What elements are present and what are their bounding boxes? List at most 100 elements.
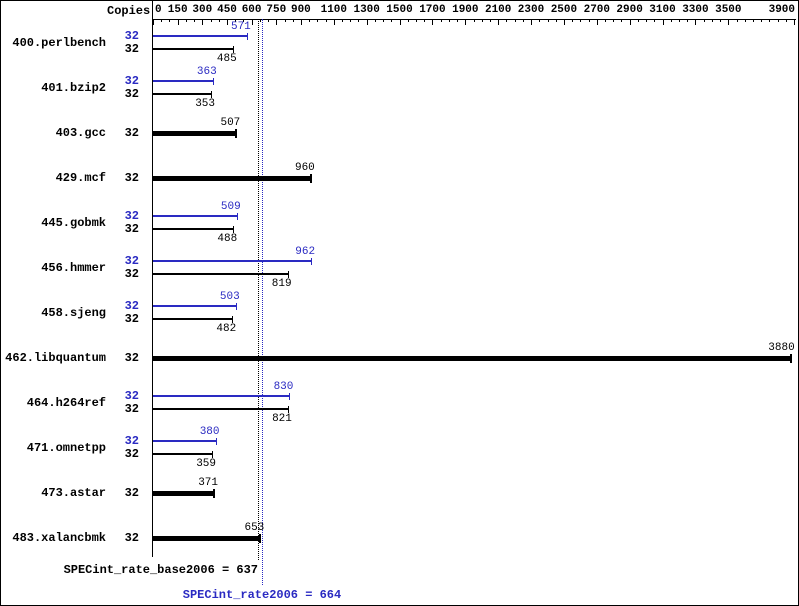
axis-minor-tick xyxy=(621,19,623,22)
axis-minor-tick xyxy=(613,19,615,22)
axis-minor-tick xyxy=(235,19,237,22)
bar-base xyxy=(153,453,212,455)
axis-minor-tick xyxy=(769,19,771,22)
value-label-peak: 509 xyxy=(220,201,241,213)
axis-minor-tick xyxy=(391,19,393,22)
axis-major-tick xyxy=(202,19,204,25)
axis-minor-tick xyxy=(194,19,196,22)
axis-minor-tick xyxy=(687,19,689,22)
copies-value: 32 xyxy=(124,87,139,101)
benchmark-label: 445.gobmk xyxy=(41,216,106,230)
value-label-peak: 571 xyxy=(230,21,251,33)
axis-minor-tick xyxy=(284,19,286,22)
axis-minor-tick xyxy=(259,19,261,22)
value-label-base: 819 xyxy=(271,278,292,290)
axis-minor-tick xyxy=(185,19,187,22)
benchmark-label: 473.astar xyxy=(41,486,106,500)
axis-minor-tick xyxy=(522,19,524,22)
axis-minor-tick xyxy=(243,19,245,22)
value-label-peak: 380 xyxy=(199,426,220,438)
bar-base-endcap xyxy=(232,316,234,323)
axis-minor-tick xyxy=(506,19,508,22)
bar-base xyxy=(153,228,234,230)
axis-minor-tick xyxy=(489,19,491,22)
axis-minor-tick xyxy=(711,19,713,22)
benchmark-label: 471.omnetpp xyxy=(26,441,106,455)
axis-minor-tick xyxy=(646,19,648,22)
base-summary: SPECint_rate_base2006 = 637 xyxy=(63,563,258,577)
copies-value: 32 xyxy=(124,171,139,185)
reference-line-peak xyxy=(262,19,264,585)
copies-value-peak: 32 xyxy=(124,299,139,313)
axis-minor-tick xyxy=(514,19,516,22)
axis-major-tick xyxy=(251,19,253,25)
axis-tick-label: 750 xyxy=(266,4,287,16)
copies-value: 32 xyxy=(124,42,139,56)
axis-minor-tick xyxy=(654,19,656,22)
axis-minor-tick xyxy=(210,19,212,22)
axis-major-tick xyxy=(596,19,598,25)
axis-minor-tick xyxy=(218,19,220,22)
bar-peak xyxy=(153,260,312,262)
bar-peak xyxy=(153,80,213,82)
copies-value: 32 xyxy=(124,402,139,416)
bar-peak xyxy=(153,35,247,37)
axis-tick-label: 1700 xyxy=(419,4,446,16)
axis-tick-label: 3100 xyxy=(649,4,676,16)
bar-base-endcap xyxy=(287,406,289,413)
axis-tick-label: 2700 xyxy=(583,4,610,16)
bar-base xyxy=(153,356,791,361)
value-label-base: 960 xyxy=(294,162,315,174)
benchmark-label: 483.xalancbmk xyxy=(12,531,106,545)
bar-peak-endcap xyxy=(235,303,237,310)
bar-base-endcap xyxy=(287,271,289,278)
benchmark-label: 464.h264ref xyxy=(26,396,106,410)
bar-base xyxy=(153,408,288,410)
bar-peak-endcap xyxy=(236,213,238,220)
bar-base xyxy=(153,93,211,95)
copies-value-peak: 32 xyxy=(124,74,139,88)
axis-minor-tick xyxy=(358,19,360,22)
axis-major-tick xyxy=(177,19,179,25)
copies-value: 32 xyxy=(124,351,139,365)
benchmark-label: 458.sjeng xyxy=(41,306,106,320)
axis-minor-tick xyxy=(457,19,459,22)
axis-major-tick xyxy=(432,19,434,25)
axis-major-tick xyxy=(465,19,467,25)
copies-value-peak: 32 xyxy=(124,29,139,43)
axis-minor-tick xyxy=(424,19,426,22)
value-label-base: 3880 xyxy=(768,342,795,354)
axis-minor-tick xyxy=(761,19,763,22)
bar-base xyxy=(153,176,311,181)
axis-minor-tick xyxy=(744,19,746,22)
axis-tick-label: 900 xyxy=(290,4,311,16)
copies-value-peak: 32 xyxy=(124,209,139,223)
axis-line xyxy=(152,1,153,557)
bar-peak-endcap xyxy=(246,33,248,40)
axis-tick-label: 2900 xyxy=(616,4,643,16)
benchmark-label: 462.libquantum xyxy=(5,351,106,365)
axis-tick-label: 0 xyxy=(155,4,162,16)
bar-base xyxy=(153,48,233,50)
copies-value-peak: 32 xyxy=(124,434,139,448)
bar-base xyxy=(153,318,233,320)
axis-minor-tick xyxy=(481,19,483,22)
axis-major-tick xyxy=(399,19,401,25)
copies-value: 32 xyxy=(124,447,139,461)
axis-tick-label: 3300 xyxy=(682,4,709,16)
axis-minor-tick xyxy=(703,19,705,22)
axis-minor-tick xyxy=(670,19,672,22)
copies-header: Copies xyxy=(107,4,151,18)
axis-tick-label: 2500 xyxy=(550,4,578,16)
axis-minor-tick xyxy=(342,19,343,22)
axis-tick-label: 1100 xyxy=(320,4,347,16)
axis-minor-tick xyxy=(555,19,557,22)
copies-value: 32 xyxy=(124,312,139,326)
bar-base-endcap xyxy=(789,354,792,363)
value-label-base: 507 xyxy=(220,117,241,129)
axis-minor-tick xyxy=(605,19,606,22)
axis-major-tick xyxy=(276,19,278,25)
axis-minor-tick xyxy=(161,19,163,22)
bar-peak-endcap xyxy=(311,258,313,265)
axis-minor-tick xyxy=(309,19,311,22)
